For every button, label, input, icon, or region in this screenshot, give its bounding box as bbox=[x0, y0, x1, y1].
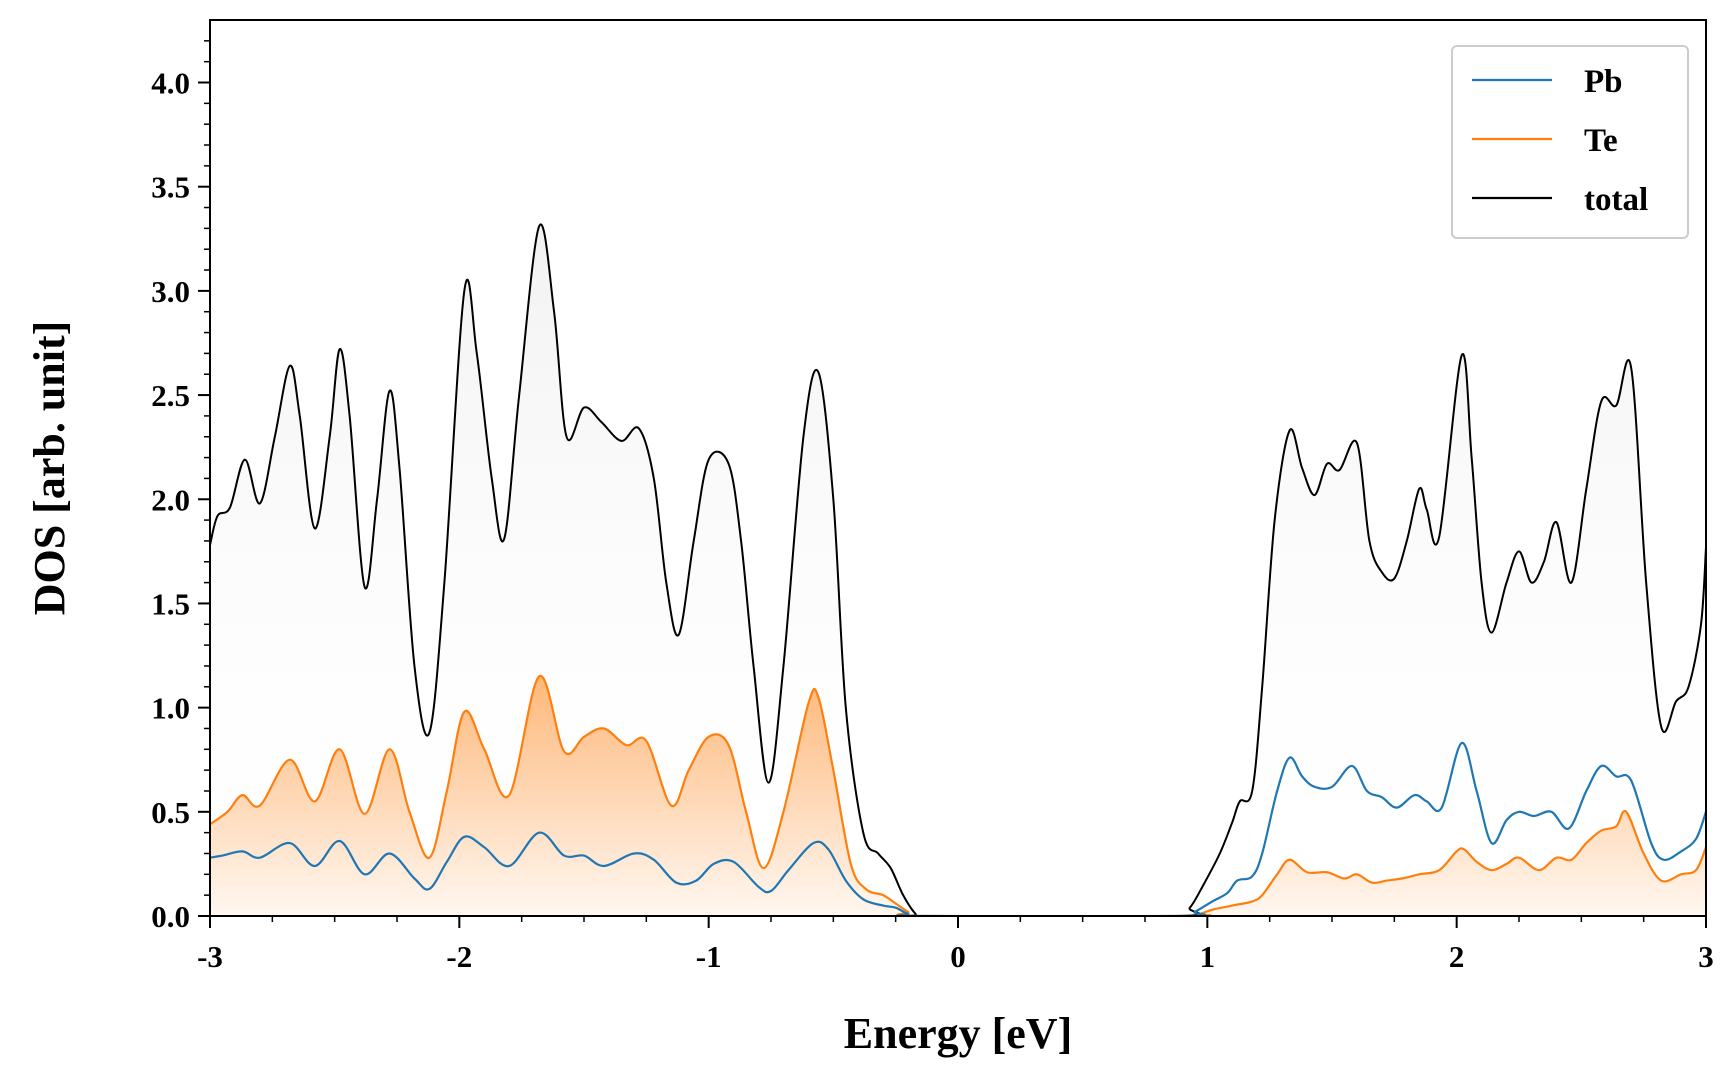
legend-item-te: Te bbox=[1472, 123, 1618, 159]
legend-label: Pb bbox=[1584, 64, 1623, 100]
x-axis-label: Energy [eV] bbox=[844, 1009, 1073, 1058]
y-axis: 0.0 0.5 1.0 1.5 2.0 2.5 3.0 3.5 4.0 bbox=[151, 40, 210, 934]
y-tick-label: 3.0 bbox=[151, 274, 190, 309]
x-tick-label: 0 bbox=[950, 939, 966, 974]
x-tick-label: 1 bbox=[1200, 939, 1216, 974]
x-tick-label: -1 bbox=[696, 939, 722, 974]
legend-item-total: total bbox=[1472, 182, 1648, 218]
series-line-total bbox=[210, 223, 1706, 916]
y-tick-label: 0.5 bbox=[151, 795, 190, 830]
x-axis: -3 -2 -1 0 1 2 3 bbox=[197, 916, 1714, 974]
x-tick-label: 3 bbox=[1698, 939, 1714, 974]
y-tick-label: 0.0 bbox=[151, 899, 190, 934]
y-tick-label: 2.5 bbox=[151, 378, 190, 413]
x-tick-label: -3 bbox=[197, 939, 223, 974]
y-axis-label: DOS [arb. unit] bbox=[25, 321, 74, 616]
legend: Pb Te total bbox=[1451, 45, 1689, 239]
x-tick-label: -2 bbox=[446, 939, 472, 974]
legend-box bbox=[1451, 45, 1689, 239]
x-tick-label: 2 bbox=[1449, 939, 1465, 974]
series-line-pb bbox=[210, 741, 1706, 916]
series-line-te bbox=[210, 675, 1706, 916]
y-tick-label: 3.5 bbox=[151, 170, 190, 205]
y-tick-label: 1.0 bbox=[151, 691, 190, 726]
y-tick-label: 1.5 bbox=[151, 586, 190, 621]
legend-label: Te bbox=[1584, 123, 1618, 159]
y-tick-label: 2.0 bbox=[151, 482, 190, 517]
legend-label: total bbox=[1584, 182, 1648, 218]
series-lines bbox=[210, 223, 1706, 916]
legend-item-pb: Pb bbox=[1472, 64, 1623, 100]
y-tick-label: 4.0 bbox=[151, 66, 190, 101]
